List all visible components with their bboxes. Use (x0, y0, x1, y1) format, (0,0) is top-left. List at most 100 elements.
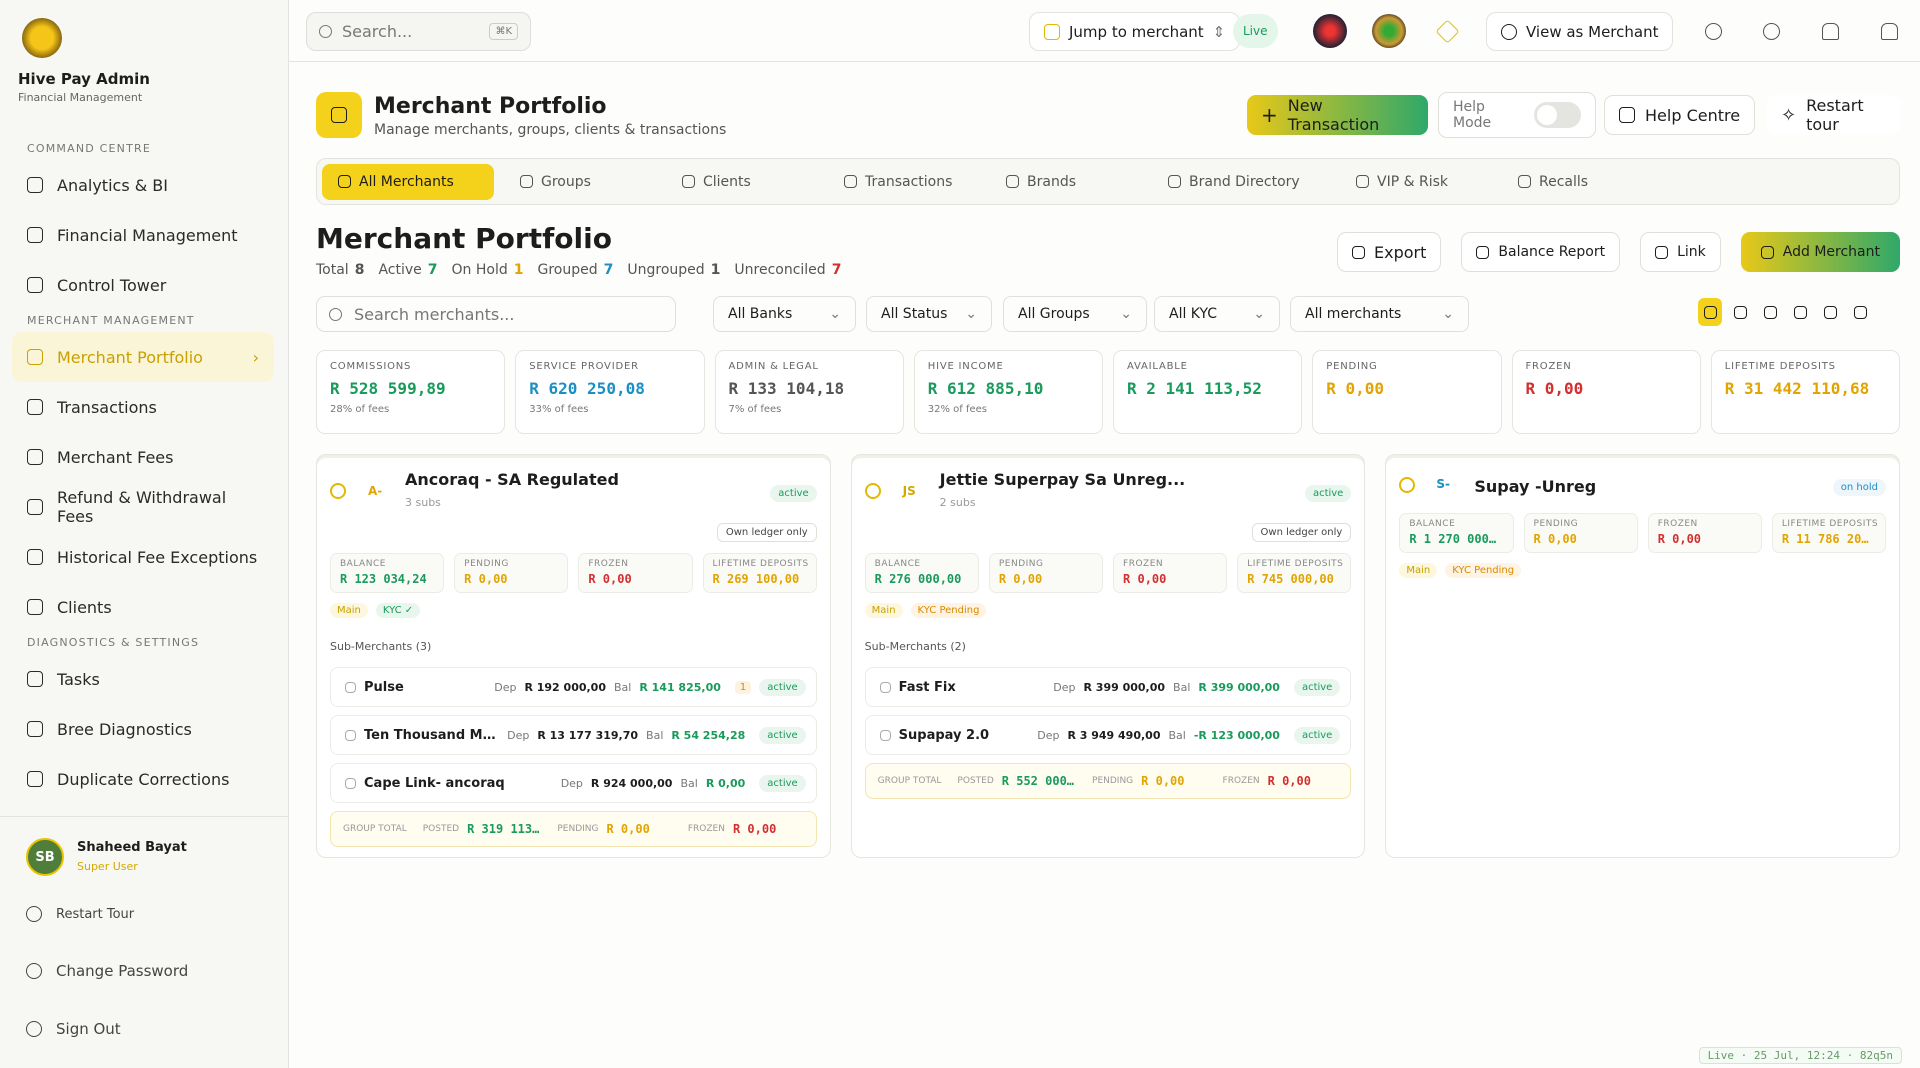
frozen-label: FROZEN (687, 824, 725, 834)
posted-label: POSTED (957, 776, 994, 786)
merchant-status[interactable]: active (770, 485, 817, 502)
nav-item[interactable]: Control Tower (12, 260, 274, 310)
nav-item[interactable]: Clients (12, 582, 274, 632)
tab[interactable]: Groups (504, 164, 656, 200)
action-button[interactable]: Balance Report (1461, 232, 1621, 272)
tab[interactable]: Brand Directory (1152, 164, 1330, 200)
balance-label: FROZEN (1657, 519, 1698, 529)
restart-tour[interactable]: ✧ Restart tour (1767, 95, 1900, 135)
filter-dropdown[interactable]: All Banks (713, 296, 856, 332)
sub-status[interactable]: active (759, 774, 806, 792)
grid-view[interactable] (1698, 298, 1722, 326)
nav-icon (27, 721, 43, 737)
nav-item[interactable]: Bree Diagnostics (12, 704, 274, 754)
action-button[interactable]: Export (1337, 232, 1442, 272)
ledger-badge: Own ledger only (716, 523, 817, 542)
select-radio[interactable] (1399, 477, 1416, 493)
nav-item[interactable]: Financial Management (12, 210, 274, 260)
bell-icon[interactable] (1822, 23, 1839, 40)
balance-box: FROZEN R 0,00 (1647, 513, 1762, 553)
tags: Main KYC ✓ (330, 603, 421, 618)
action-button[interactable]: Add Merchant (1740, 232, 1900, 272)
sub-status[interactable]: active (1293, 726, 1341, 744)
nav-item[interactable]: Duplicate Corrections (12, 754, 274, 804)
footer-icon (26, 1021, 42, 1037)
new-transaction[interactable]: + New Transaction (1247, 95, 1428, 135)
tab[interactable]: Transactions (828, 164, 980, 200)
balance-value: R 11 786 20… (1781, 532, 1869, 546)
global-search[interactable]: Search... ⌘K (306, 12, 531, 51)
balances: BALANCE R 276 000,00 PENDING R 0,00 FROZEN R … (864, 553, 1352, 593)
branch-icon (345, 681, 356, 693)
sub-merchant-row[interactable]: Pulse Dep R 192 000,00 Bal R 141 825,00 1 acti… (330, 667, 817, 707)
nav-item[interactable]: Historical Fee Exceptions (12, 532, 274, 582)
dep-label: Dep (1037, 728, 1060, 742)
view-as-merchant[interactable]: View as Merchant (1486, 12, 1674, 51)
layer-view[interactable] (1758, 298, 1782, 326)
nav-item[interactable]: Refund & Withdrawal Fees (12, 482, 274, 532)
balance-value: R 0,00 (464, 572, 508, 586)
sparkle-icon[interactable] (1435, 19, 1460, 44)
jump-merchant[interactable]: Jump to merchant ⇕ (1029, 12, 1241, 51)
merchant-card[interactable]: A- Ancoraq - SA Regulated 3 subs active Own … (316, 454, 831, 858)
nav-icon (27, 349, 43, 365)
nav-item[interactable]: Merchant Fees (12, 432, 274, 482)
avatar[interactable] (1313, 14, 1347, 48)
merchant-status[interactable]: active (1304, 485, 1352, 502)
tab[interactable]: Clients (666, 164, 818, 200)
nav-item[interactable]: Transactions (12, 382, 274, 432)
group-total: GROUP TOTAL POSTED R 552 000… PENDING R 0,00… (864, 763, 1352, 799)
sub-status[interactable]: active (1293, 678, 1341, 696)
filter-dropdown[interactable]: All Status (866, 296, 992, 332)
sub-merchant-row[interactable]: Cape Link- ancoraq Dep R 924 000,00 Bal R 0,… (330, 763, 817, 803)
tab[interactable]: VIP & Risk (1340, 164, 1492, 200)
action-icon (1760, 245, 1774, 259)
help-centre[interactable]: Help Centre (1604, 95, 1756, 135)
merchant-search[interactable]: Search merchants... (316, 296, 676, 332)
sub-merchant-row[interactable]: Fast Fix Dep R 399 000,00 Bal R 399 000,00 ac… (864, 667, 1352, 707)
branch-icon (879, 681, 891, 693)
help-icon[interactable] (1763, 23, 1780, 40)
nav-section: DIAGNOSTICS & SETTINGS (27, 636, 200, 649)
ledger-badge: Own ledger only (1251, 523, 1352, 542)
nav-item[interactable]: Merchant Portfolio (12, 332, 274, 382)
sub-merchant-row[interactable]: Ten Thousand Miles- ... Dep R 13 177 319,7… (330, 715, 817, 755)
nav-item[interactable]: Analytics & BI (12, 160, 274, 210)
filter-dropdown[interactable]: All KYC (1154, 296, 1280, 332)
nav-section: COMMAND CENTRE (27, 142, 152, 155)
merchant-status[interactable]: on hold (1832, 479, 1887, 496)
filter-dropdown[interactable]: All Groups (1003, 296, 1147, 332)
frozen-label: FROZEN (1222, 776, 1260, 786)
action-icon (1476, 245, 1490, 259)
tab[interactable]: All Merchants (322, 163, 494, 200)
action-button[interactable]: Link (1640, 232, 1721, 272)
bell-icon[interactable] (1881, 23, 1898, 40)
merchant-card[interactable]: S- Supay -Unreg on hold BALANCE R 1 270 000…… (1385, 454, 1901, 858)
posted-label: POSTED (422, 824, 460, 834)
footer-link[interactable]: Change Password (26, 962, 188, 980)
help-mode[interactable]: Help Mode (1438, 92, 1596, 138)
merchant-card[interactable]: JS Jettie Superpay Sa Unreg... 2 subs activ… (850, 454, 1366, 858)
sub-status[interactable]: active (759, 678, 806, 696)
sub-status[interactable]: active (759, 726, 806, 744)
list-view[interactable] (1728, 298, 1752, 326)
select-radio[interactable] (864, 483, 881, 499)
filter-dropdown[interactable]: All merchants (1290, 296, 1469, 332)
avatar[interactable] (1372, 14, 1406, 48)
merchant-initials: S- (1436, 477, 1450, 491)
compare-view[interactable] (1788, 298, 1812, 326)
footer-link[interactable]: Restart Tour (26, 906, 134, 922)
balance-value: R 0,00 (1657, 532, 1702, 546)
tree-view[interactable] (1818, 298, 1842, 326)
select-radio[interactable] (330, 483, 346, 499)
footer-link[interactable]: Sign Out (26, 1020, 121, 1038)
tab-label: Transactions (865, 173, 953, 190)
toggle[interactable] (1533, 102, 1581, 128)
nav-item[interactable]: Tasks (12, 654, 274, 704)
tab[interactable]: Recalls (1502, 164, 1654, 200)
palette-icon[interactable] (1705, 23, 1722, 40)
nav-icon (27, 499, 43, 515)
chart-view[interactable] (1848, 298, 1872, 326)
tab[interactable]: Brands (990, 164, 1142, 200)
sub-merchant-row[interactable]: Supapay 2.0 Dep R 3 949 490,00 Bal -R 123 00… (864, 715, 1352, 755)
